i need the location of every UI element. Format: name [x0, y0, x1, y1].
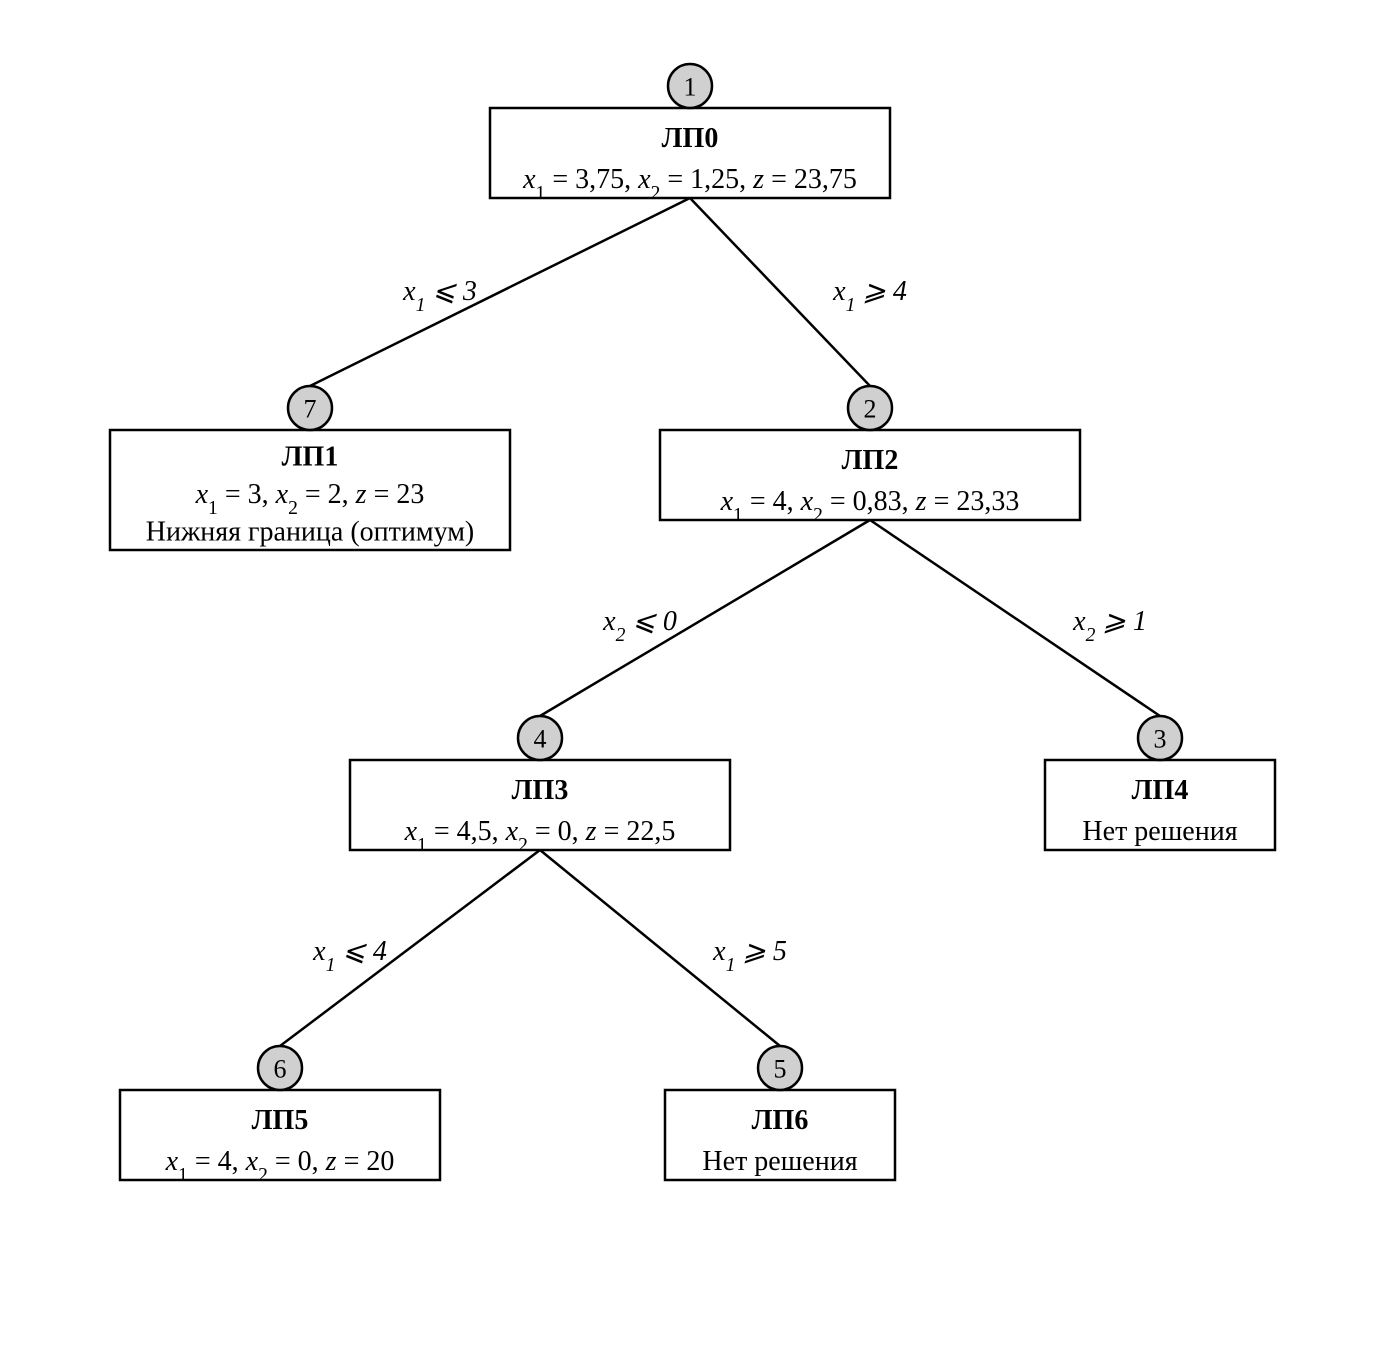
node-title: ЛП3 — [512, 775, 569, 806]
node-badge-number: 4 — [534, 725, 547, 754]
node-text-line: Нет решения — [702, 1146, 857, 1177]
node-text-line: Нижняя граница (оптимум) — [146, 517, 475, 548]
node-badge-number: 1 — [684, 73, 697, 102]
node-n4: 3 ЛП4 Нет решения — [1045, 716, 1275, 850]
node-n2: 2ЛП2x1 = 4, x2 = 0,83, z = 23,33 — [660, 386, 1080, 525]
edge-n0-n1 — [310, 198, 690, 386]
node-title: ЛП5 — [252, 1105, 309, 1136]
node-badge-number: 5 — [774, 1055, 787, 1084]
edge-label: x2 ⩽ 0 — [602, 606, 677, 646]
node-badge-number: 2 — [864, 395, 877, 424]
node-n0: 1ЛП0x1 = 3,75, x2 = 1,25, z = 23,75 — [490, 64, 890, 203]
edge-label: x2 ⩾ 1 — [1072, 606, 1147, 646]
node-n5: 6ЛП5x1 = 4, x2 = 0, z = 20 — [120, 1046, 440, 1185]
edge-n2-n3 — [540, 520, 870, 716]
edge-label: x1 ⩾ 5 — [712, 936, 787, 976]
node-n3: 4ЛП3x1 = 4,5, x2 = 0, z = 22,5 — [350, 716, 730, 855]
edge-label: x1 ⩾ 4 — [832, 276, 907, 316]
edge-label: x1 ⩽ 4 — [312, 936, 387, 976]
node-n6: 5 ЛП6 Нет решения — [665, 1046, 895, 1180]
node-badge-number: 7 — [304, 395, 317, 424]
node-title: ЛП1 — [282, 442, 339, 473]
node-n1: 7ЛП1x1 = 3, x2 = 2, z = 23Нижняя граница… — [110, 386, 510, 550]
node-title: ЛП0 — [662, 123, 719, 154]
node-badge-number: 3 — [1154, 725, 1167, 754]
node-title: ЛП4 — [1132, 775, 1189, 806]
branch-bound-tree: x1 ⩽ 3x1 ⩾ 4x2 ⩽ 0x2 ⩾ 1x1 ⩽ 4x1 ⩾ 51ЛП0… — [0, 0, 1377, 1360]
node-title: ЛП2 — [842, 445, 899, 476]
node-badge-number: 6 — [274, 1055, 287, 1084]
node-text-line: Нет решения — [1082, 816, 1237, 847]
node-title: ЛП6 — [752, 1105, 809, 1136]
